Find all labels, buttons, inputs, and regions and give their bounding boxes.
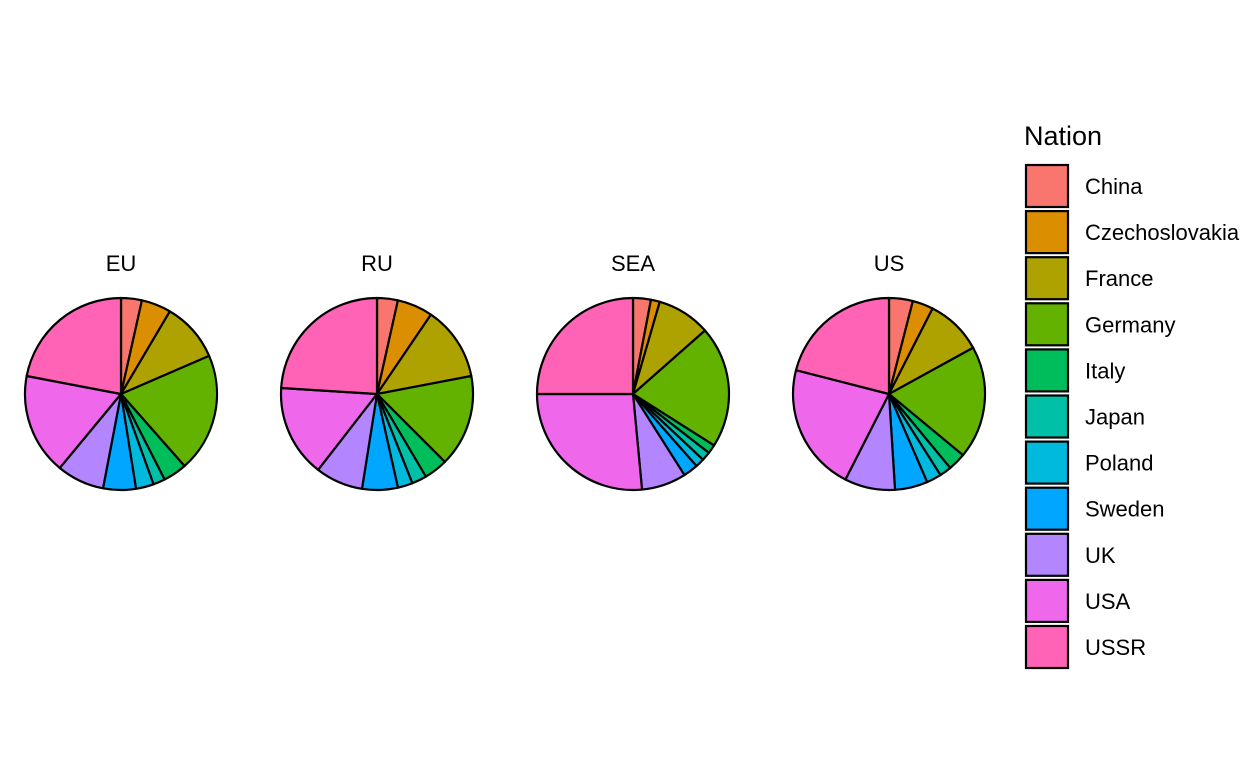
legend-label-ussr: USSR [1085,635,1146,660]
pie-slice-us-usa [791,369,891,481]
facet-label-sea: SEA [611,251,655,276]
facet-sea: SEA [535,251,731,492]
legend-key-china [1024,163,1070,209]
legend-key-japan [1024,394,1070,439]
facet-us: US [791,251,987,492]
pie-slice-sea-germany [631,329,731,447]
legend-item-sweden: Sweden [1024,486,1165,531]
legend-title: Nation [1024,121,1102,151]
legend-key-ussr [1024,624,1070,670]
legend-label-china: China [1085,174,1143,199]
pie-slice-sea-ussr [535,296,635,396]
legend-key-france [1024,256,1070,301]
legend-key-uk [1024,532,1070,577]
legend-key-poland [1024,440,1070,485]
facet-label-ru: RU [361,251,393,276]
legend-item-japan: Japan [1024,394,1145,439]
legend-label-uk: UK [1085,543,1116,568]
legend-item-france: France [1024,256,1153,301]
pie-slice-sea-usa [535,392,644,492]
facet-label-us: US [874,251,905,276]
legend-item-germany: Germany [1024,302,1175,347]
legend-label-usa: USA [1085,589,1131,614]
pie-slice-us-ussr [794,296,891,396]
legend-label-poland: Poland [1085,451,1154,476]
legend-item-ussr: USSR [1024,624,1146,670]
pie-slice-us-germany [887,346,987,457]
legend-key-usa [1024,578,1070,624]
legend-label-czechoslovakia: Czechoslovakia [1085,220,1240,245]
legend-key-germany [1024,302,1070,347]
facet-eu: EU [23,251,219,492]
pie-slice-ru-germany [375,374,475,463]
legend-item-poland: Poland [1024,440,1154,485]
pie-slice-ru-france [375,313,473,396]
legend-label-germany: Germany [1085,312,1175,337]
legend-label-france: France [1085,266,1153,291]
facet-panels: EU RU SEA US [23,251,987,492]
facet-label-eu: EU [106,251,137,276]
legend-label-sweden: Sweden [1085,497,1165,522]
pie-slice-eu-usa [23,374,123,470]
legend-item-uk: UK [1024,532,1116,577]
legend-item-italy: Italy [1024,348,1125,393]
legend-items: China Czechoslovakia France Germany Italy Jap… [1024,163,1240,670]
legend-key-czechoslovakia [1024,210,1070,255]
pie-slice-ru-usa [279,386,379,471]
legend-item-usa: USA [1024,578,1131,624]
pie-slice-eu-germany [119,354,219,468]
legend-label-japan: Japan [1085,405,1145,430]
legend-item-czechoslovakia: Czechoslovakia [1024,210,1240,255]
pie-slice-eu-ussr [25,296,123,396]
legend: Nation China Czechoslovakia France Germany I… [1024,121,1240,670]
legend-item-china: China [1024,163,1143,209]
pie-slice-ru-ussr [280,296,379,396]
facet-ru: RU [279,251,475,492]
legend-key-sweden [1024,486,1070,531]
legend-label-italy: Italy [1085,358,1125,383]
legend-key-italy [1024,348,1070,393]
